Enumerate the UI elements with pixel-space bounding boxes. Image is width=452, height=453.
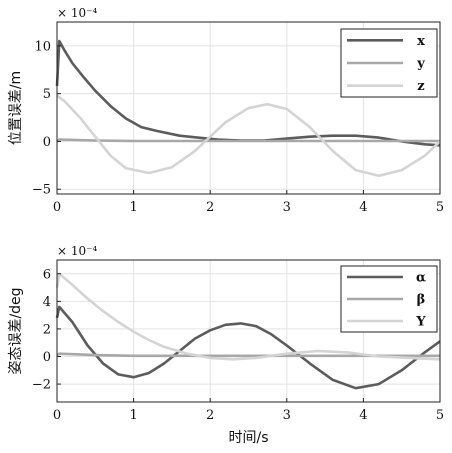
series-line-α (55, 305, 441, 390)
y-axis-label: 位置误差/m (8, 71, 24, 145)
legend-label-y: y (416, 57, 425, 72)
x-tick-label: 0 (53, 408, 61, 423)
series-line-x (55, 39, 441, 147)
legend-label-β: β (417, 293, 426, 308)
legend-label-α: α (416, 271, 426, 286)
x-tick-label: 5 (436, 408, 444, 423)
y-tick-label: 4 (43, 295, 51, 310)
x-tick-label: 5 (436, 200, 444, 215)
y-multiplier-label: × 10⁻⁴ (57, 6, 97, 20)
x-axis-label: 时间/s (228, 430, 268, 446)
x-tick-label: 4 (359, 408, 367, 423)
plot-frame (56, 21, 441, 195)
series-line-Y (55, 272, 441, 361)
y-tick-label: 6 (43, 267, 51, 282)
legend: αβY (340, 265, 438, 333)
y-tick-label: 10 (34, 39, 51, 54)
y-axis-label: 姿态误差/deg (8, 287, 24, 374)
y-tick-label: −5 (32, 183, 51, 198)
x-tick-label: 3 (283, 200, 291, 215)
legend-label-x: x (417, 34, 425, 49)
x-tick-label: 2 (206, 408, 214, 423)
series-line-z (56, 94, 441, 178)
y-tick-label: 2 (43, 322, 51, 337)
y-tick-label: 0 (43, 350, 51, 365)
y-multiplier-label: × 10⁻⁴ (57, 244, 97, 258)
legend: xyz (340, 28, 438, 98)
plot-frame (56, 259, 441, 403)
legend-label-Y: Y (415, 315, 426, 330)
x-tick-label: 0 (53, 200, 61, 215)
x-tick-label: 1 (129, 200, 137, 215)
series-line-y (56, 138, 440, 143)
x-tick-label: 3 (283, 408, 291, 423)
y-tick-label: −2 (32, 378, 51, 393)
x-tick-label: 1 (129, 408, 137, 423)
x-tick-label: 2 (206, 200, 214, 215)
legend-label-z: z (417, 79, 424, 94)
y-tick-label: 0 (43, 135, 51, 150)
series-line-β (56, 352, 440, 358)
y-tick-label: 5 (43, 87, 51, 102)
x-tick-label: 4 (359, 200, 367, 215)
